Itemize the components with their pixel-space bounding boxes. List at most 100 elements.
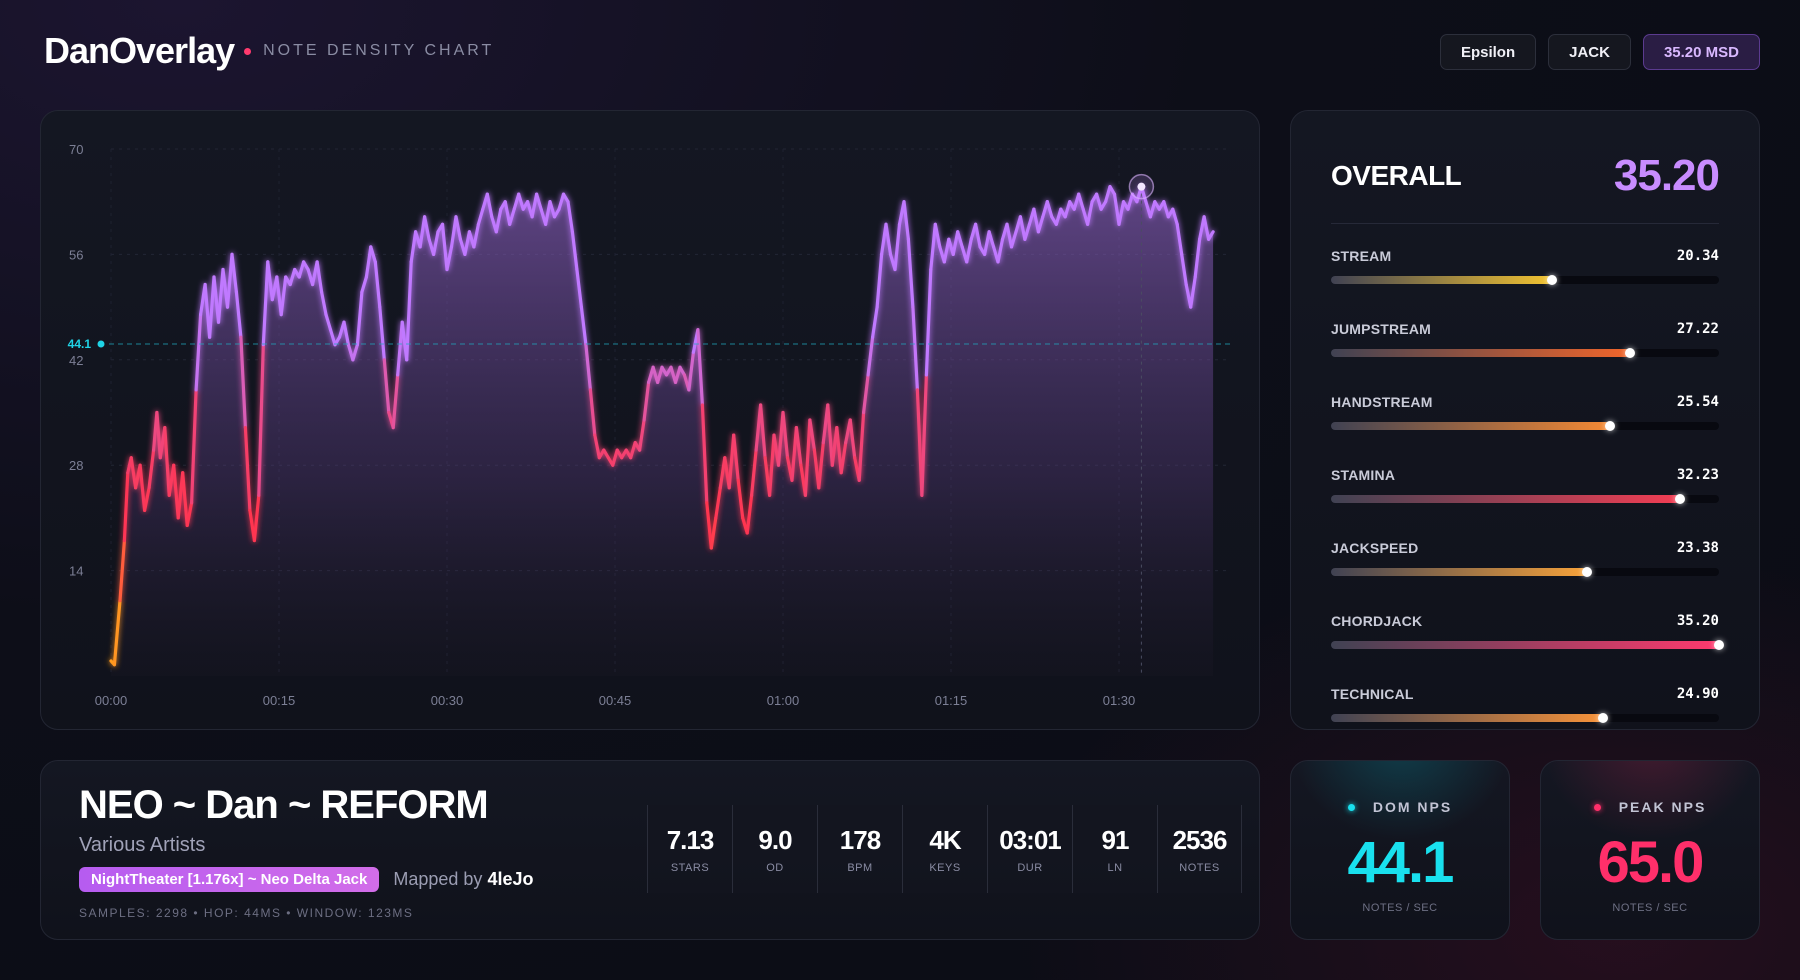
density-line-segment xyxy=(893,222,902,272)
density-line-segment xyxy=(929,222,937,272)
pill-skillset-calc[interactable]: Epsilon xyxy=(1439,34,1537,70)
skill-bar-knob xyxy=(1547,275,1558,285)
stat-notes: 2536 NOTES xyxy=(1157,805,1242,893)
density-line-segment xyxy=(239,335,247,430)
density-line-segment xyxy=(1063,200,1072,219)
skill-bar-track xyxy=(1331,567,1719,577)
stat-value: 2536 xyxy=(1172,824,1228,855)
skill-bar-fill xyxy=(1331,276,1553,284)
y-tick-label: 56 xyxy=(69,247,83,262)
x-tick-label: 00:15 xyxy=(263,693,296,708)
density-line-segment xyxy=(965,237,973,264)
density-line-segment xyxy=(911,305,920,392)
stat-keys: 4K KEYS xyxy=(902,805,987,893)
density-line-segment xyxy=(494,207,503,234)
density-line-segment xyxy=(163,426,171,497)
x-tick-label: 00:30 xyxy=(431,693,464,708)
difficulty-row: NightTheater [1.176x] ~ Neo Delta Jack M… xyxy=(79,867,1221,892)
song-info-panel: NEO ~ Dan ~ REFORM Various Artists Night… xyxy=(40,760,1260,940)
skill-value: 27.22 xyxy=(1676,321,1719,337)
density-line-segment xyxy=(423,215,431,241)
pill-msd-rating[interactable]: 35.20 MSD xyxy=(1642,34,1760,70)
peak-nps-header: PEAK NPS xyxy=(1541,799,1759,815)
stat-label: BPM xyxy=(847,861,873,874)
density-chart-panel: 14 28 42 56 70 00:00 00:15 00:30 00:45 01:00 01:1… xyxy=(40,110,1260,730)
density-line-segment xyxy=(112,599,122,667)
stat-label: STARS xyxy=(670,861,710,874)
density-line-segment xyxy=(225,252,234,309)
density-line-segment xyxy=(194,313,203,392)
density-line-segment xyxy=(409,230,418,264)
density-line-segment xyxy=(1193,237,1202,279)
density-line-segment xyxy=(454,215,462,241)
skill-bar-fill xyxy=(1331,495,1681,503)
density-line-segment xyxy=(557,192,566,211)
y-tick-label: 70 xyxy=(69,142,83,157)
skill-stream: STREAM 20.34 xyxy=(1331,248,1719,285)
overall-label: OVERALL xyxy=(1331,160,1462,191)
density-line-segment xyxy=(776,410,785,467)
density-line-segment xyxy=(588,388,597,437)
density-line-segment xyxy=(906,237,915,309)
density-line-segment xyxy=(794,426,803,467)
density-line-segment xyxy=(351,343,359,362)
density-line-segment xyxy=(1094,192,1103,211)
density-line-segment xyxy=(1180,252,1188,287)
density-line-segment xyxy=(1103,184,1112,204)
peak-marker xyxy=(1128,173,1155,676)
density-line-segment xyxy=(476,207,485,226)
density-line-segment xyxy=(1085,200,1094,226)
stat-value: 91 xyxy=(1101,824,1130,855)
density-line-segment xyxy=(982,230,991,256)
overall-row: OVERALL 35.20 xyxy=(1331,151,1720,224)
density-line-segment xyxy=(642,380,651,422)
density-line-segment xyxy=(866,335,875,377)
skill-name: HANDSTREAM xyxy=(1331,394,1433,410)
density-chart[interactable]: 14 28 42 56 70 00:00 00:15 00:30 00:45 01:00 01:1… xyxy=(41,111,1261,731)
skill-bar-track xyxy=(1331,348,1719,358)
density-line-segment xyxy=(449,215,458,249)
density-line-segment xyxy=(544,200,552,226)
skill-bar-track xyxy=(1331,275,1719,285)
density-line-segment xyxy=(1126,192,1135,211)
density-line-segment xyxy=(1175,222,1184,256)
skill-header: STREAM 20.34 xyxy=(1331,248,1719,264)
peak-nps-unit: NOTES / SEC xyxy=(1612,902,1688,914)
density-line-segment xyxy=(445,245,454,272)
skill-value: 25.54 xyxy=(1676,394,1719,410)
y-tick-label: 42 xyxy=(69,353,83,368)
density-line-segment xyxy=(705,501,713,550)
density-line-segment xyxy=(637,418,646,452)
density-line-segment xyxy=(1171,207,1179,226)
density-line-segment xyxy=(584,343,593,392)
skill-name: JACKSPEED xyxy=(1331,540,1419,556)
density-line-segment xyxy=(884,222,893,256)
density-line-segment xyxy=(548,200,557,219)
density-line-segment xyxy=(1045,200,1054,219)
density-line-segment xyxy=(870,305,879,339)
skill-value: 20.34 xyxy=(1676,248,1719,264)
density-line-segment xyxy=(790,426,799,482)
density-line-segment xyxy=(234,290,243,339)
density-line-segment xyxy=(732,433,740,482)
stat-value: 03:01 xyxy=(999,824,1061,855)
skill-header: STAMINA 32.23 xyxy=(1331,467,1719,483)
skill-bar-knob xyxy=(1582,567,1593,577)
density-line-segment xyxy=(485,192,494,219)
density-line-segment xyxy=(749,448,758,497)
density-area xyxy=(111,186,1214,676)
skill-name: TECHNICAL xyxy=(1331,686,1414,702)
density-line-segment xyxy=(190,388,198,505)
dom-nps-reference-line: 44.1 xyxy=(68,337,1231,351)
brand-subtitle: NOTE DENSITY CHART xyxy=(263,42,495,59)
density-line-segment xyxy=(920,373,929,497)
skill-bar-knob xyxy=(1624,348,1635,358)
stat-label: NOTES xyxy=(1179,861,1220,874)
mapper-name: 4leJo xyxy=(487,869,534,889)
header-pills: Epsilon JACK 35.20 MSD xyxy=(1439,34,1760,70)
skill-bar-track xyxy=(1331,494,1719,504)
density-line-segment xyxy=(122,471,130,543)
density-line-segment xyxy=(956,230,964,249)
pill-primary-skill[interactable]: JACK xyxy=(1548,34,1631,70)
density-line-segment xyxy=(1112,192,1121,226)
